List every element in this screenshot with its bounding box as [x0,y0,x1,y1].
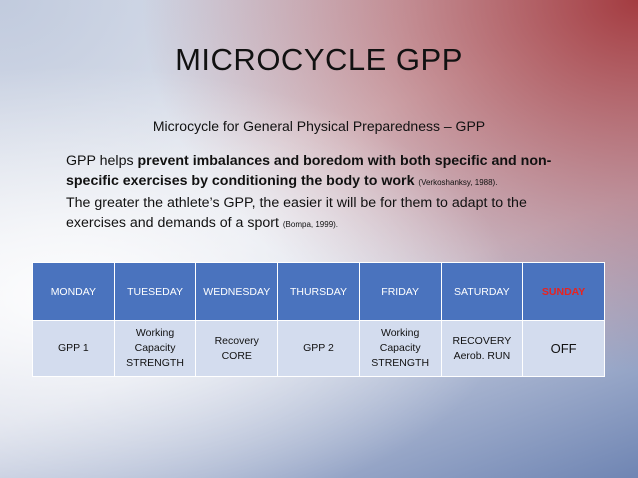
header-friday: FRIDAY [358,262,442,321]
cell-line: Capacity [134,342,176,354]
cell-monday: GPP 1 [32,320,115,377]
cell-line: GPP 1 [57,342,89,354]
header-saturday: SATURDAY [440,262,524,321]
citation-bompa: (Bompa, 1999). [282,220,339,229]
cell-line: Working [381,327,420,339]
cell-line: GPP 2 [303,342,334,354]
body-text: GPP helps prevent imbalances and boredom… [66,151,586,235]
header-sunday: SUNDAY [522,262,605,321]
cell-friday: Working Capacity STRENGTH [358,320,442,377]
header-monday: MONDAY [32,262,115,321]
table-header-row: MONDAY TUESEDAY WEDNESDAY THURSDAY FRIDA… [32,262,605,321]
header-wednesday: WEDNESDAY [195,262,279,321]
cell-saturday: RECOVERY Aerob. RUN [440,320,524,377]
cell-line: STRENGTH [371,357,430,369]
header-tuesday: TUESEDAY [113,262,197,321]
gpp-intro: GPP helps [66,153,138,169]
gpp-adaptation-text: The greater the athlete’s GPP, the easie… [66,195,527,231]
cell-line: STRENGTH [126,357,184,369]
table-row: GPP 1 Working Capacity STRENGTH Recovery… [32,320,605,377]
cell-line: Recovery [214,334,259,347]
cell-sunday: OFF [522,320,605,377]
citation-verkoshansky: (Verkoshanksy, 1988). [418,178,498,187]
cell-line: Working [135,327,175,339]
cell-tuesday: Working Capacity STRENGTH [113,320,197,377]
cell-line: Aerob. RUN [453,349,511,362]
header-thursday: THURSDAY [277,262,360,321]
slide-subtitle: Microcycle for General Physical Prepared… [152,118,486,134]
cell-line: OFF [550,341,577,356]
cell-line: Capacity [379,342,421,354]
cell-thursday: GPP 2 [277,320,360,377]
cell-line: CORE [221,349,252,362]
cell-line: RECOVERY [452,334,512,347]
slide-title: MICROCYCLE GPP [175,42,463,77]
microcycle-table: MONDAY TUESEDAY WEDNESDAY THURSDAY FRIDA… [32,262,605,377]
cell-wednesday: Recovery CORE [195,320,279,377]
gpp-benefit-text: prevent imbalances and boredom with both… [66,153,552,189]
